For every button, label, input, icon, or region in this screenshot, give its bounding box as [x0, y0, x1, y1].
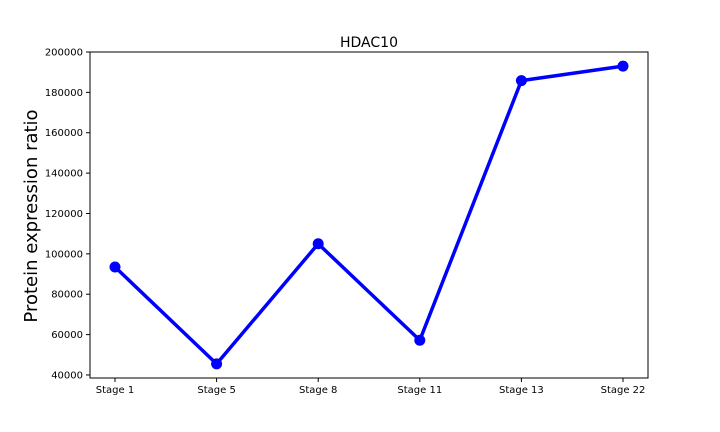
- y-tick-label: 120000: [45, 209, 83, 220]
- x-tick-label: Stage 11: [397, 385, 442, 396]
- x-tick-label: Stage 13: [499, 385, 544, 396]
- y-tick-label: 160000: [45, 128, 83, 139]
- y-tick-label: 180000: [45, 88, 83, 99]
- x-axis-ticks: Stage 1 Stage 5 Stage 8 Stage 11 Stage 13 Sta…: [96, 378, 646, 396]
- y-tick-label: 60000: [51, 330, 83, 341]
- chart-title: HDAC10: [340, 35, 398, 51]
- y-axis-ticks: 40000 60000 80000 100000 120000 140000 160000 1…: [45, 48, 90, 381]
- series-layer: [109, 60, 629, 370]
- y-tick-label: 140000: [45, 169, 83, 180]
- x-tick-label: Stage 5: [197, 385, 235, 396]
- plot-area-frame: [89, 51, 649, 379]
- data-point: [515, 75, 527, 87]
- data-point: [312, 238, 324, 250]
- data-point: [211, 358, 223, 370]
- data-point: [617, 60, 629, 72]
- y-tick-label: 100000: [45, 249, 83, 260]
- y-tick-label: 40000: [51, 370, 83, 381]
- y-tick-label: 80000: [51, 290, 83, 301]
- x-tick-label: Stage 8: [299, 385, 337, 396]
- data-point: [109, 261, 121, 273]
- series-line: [113, 64, 625, 366]
- y-axis-label: Protein expression ratio: [21, 109, 42, 322]
- x-tick-label: Stage 22: [601, 385, 646, 396]
- data-point: [414, 334, 426, 346]
- x-tick-label: Stage 1: [96, 385, 134, 396]
- y-tick-label: 200000: [45, 48, 83, 59]
